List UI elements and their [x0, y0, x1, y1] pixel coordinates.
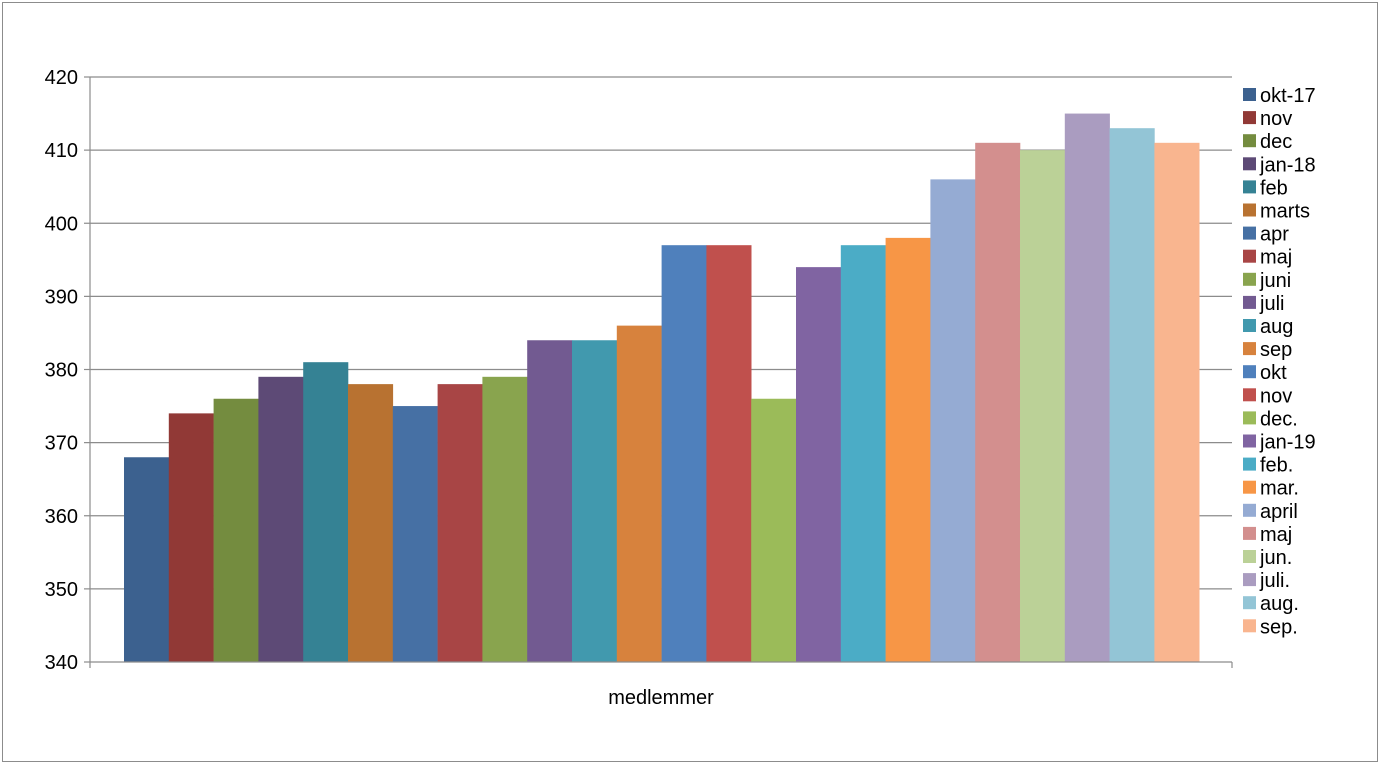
legend-label: maj	[1260, 524, 1292, 546]
legend-swatch	[1243, 319, 1256, 332]
legend-label: sep	[1260, 339, 1292, 361]
legend-label: okt-17	[1260, 85, 1316, 107]
legend-swatch	[1243, 365, 1256, 379]
bar-17	[840, 245, 886, 662]
legend-label: nov	[1260, 108, 1292, 130]
legend-swatch	[1243, 342, 1256, 356]
legend-label: jan-18	[1259, 154, 1316, 176]
y-tick-label: 360	[45, 506, 78, 528]
bar-18	[885, 237, 931, 662]
legend-swatch	[1243, 503, 1256, 517]
legend-label: aug	[1260, 316, 1293, 338]
legend-swatch	[1243, 596, 1256, 610]
legend-swatch	[1243, 203, 1256, 217]
bar-5	[303, 362, 349, 662]
legend-swatch	[1243, 226, 1256, 240]
legend-swatch	[1243, 411, 1256, 425]
x-category-label: medlemmer	[608, 687, 714, 709]
bar-6	[348, 384, 394, 662]
legend-label: jun.	[1259, 547, 1292, 569]
bar-13	[661, 245, 707, 662]
bar-3	[213, 398, 259, 662]
bar-22	[1064, 113, 1110, 662]
legend-swatch	[1243, 88, 1256, 101]
legend-label: mar.	[1260, 478, 1299, 500]
legend-label: okt	[1260, 362, 1287, 384]
legend-label: sep.	[1260, 616, 1298, 638]
bar-11	[572, 340, 618, 662]
y-tick-label: 350	[45, 579, 78, 601]
y-axis: 340 350 360 370 380 390 400 410 420	[45, 67, 91, 674]
bar-14	[706, 245, 752, 662]
y-tick-label: 340	[45, 652, 78, 674]
y-tick-label: 390	[45, 286, 78, 308]
legend-swatch	[1243, 526, 1256, 540]
bar-8	[437, 384, 483, 662]
legend-label: apr	[1260, 224, 1289, 246]
legend-label: maj	[1260, 247, 1292, 269]
legend-swatch	[1243, 550, 1256, 563]
bar-1	[124, 457, 170, 662]
legend-swatch	[1243, 249, 1256, 263]
bar-2	[168, 413, 214, 662]
bar-12	[616, 325, 662, 662]
legend-label: april	[1260, 501, 1298, 523]
legend-label: feb	[1260, 177, 1288, 199]
legend-swatch	[1243, 180, 1256, 194]
bar-15	[751, 398, 797, 662]
legend-swatch	[1243, 388, 1256, 402]
bar-19	[930, 179, 976, 662]
bar-16	[796, 267, 842, 662]
y-tick-label: 380	[45, 360, 78, 382]
legend-swatch	[1243, 272, 1256, 286]
bar-4	[258, 376, 304, 662]
legend: okt-17novdecjan-18febmartsaprmajjunijuli…	[1243, 85, 1316, 638]
legend-swatch	[1243, 111, 1256, 125]
legend-swatch	[1243, 457, 1256, 471]
y-tick-label: 370	[45, 433, 78, 455]
legend-swatch	[1243, 434, 1256, 448]
x-axis: medlemmer	[89, 661, 1233, 709]
y-tick-label: 420	[45, 67, 78, 89]
bars	[124, 113, 1200, 662]
legend-label: juni	[1259, 270, 1291, 292]
legend-label: dec	[1260, 131, 1292, 153]
legend-swatch	[1243, 480, 1256, 494]
legend-swatch	[1243, 573, 1256, 587]
y-tick-label: 410	[45, 140, 78, 162]
bar-9	[482, 376, 528, 662]
bar-20	[975, 142, 1021, 662]
legend-swatch	[1243, 295, 1256, 309]
legend-label: dec.	[1260, 408, 1298, 430]
legend-label: nov	[1260, 385, 1292, 407]
legend-label: aug.	[1260, 593, 1299, 615]
legend-label: juli	[1259, 293, 1284, 315]
legend-label: feb.	[1260, 455, 1293, 477]
bar-7	[392, 406, 438, 662]
bar-21	[1020, 150, 1066, 662]
bar-10	[527, 340, 573, 662]
legend-label: juli.	[1259, 570, 1290, 592]
legend-swatch	[1243, 134, 1256, 148]
bar-23	[1109, 128, 1155, 662]
bar-24	[1154, 142, 1200, 662]
legend-label: marts	[1260, 201, 1310, 223]
legend-swatch	[1243, 157, 1256, 171]
legend-label: jan-19	[1259, 432, 1316, 454]
y-tick-label: 400	[45, 213, 78, 235]
legend-swatch	[1243, 619, 1256, 633]
